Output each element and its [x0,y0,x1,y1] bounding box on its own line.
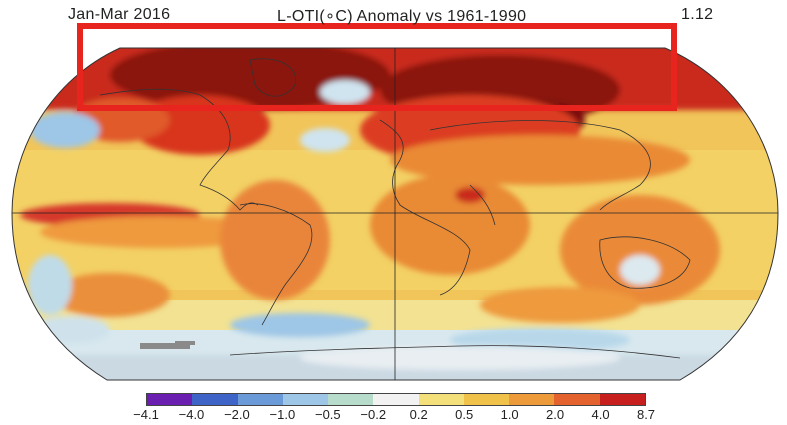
legend-tick-label: −2.0 [224,407,250,422]
legend-labels: −4.1 −4.0 −2.0 −1.0 −0.5 −0.2 0.2 0.5 1.0 2.0 4.0 8… [120,407,670,423]
legend-tick-label: 1.0 [500,407,519,422]
legend-tick-label: −4.1 [133,407,159,422]
legend-tick-label: 2.0 [546,407,565,422]
legend-swatch [328,394,374,405]
global-mean-value: 1.12 [681,6,714,23]
legend-swatch [373,394,419,405]
highlight-box [77,23,677,111]
legend-tick-label: −1.0 [269,407,296,422]
legend-swatch [192,394,238,405]
globe [12,48,778,380]
legend-tick-label: 4.0 [591,407,610,422]
legend-tick-label: 0.2 [409,407,428,422]
legend-tick-label: 0.5 [455,407,474,422]
color-legend [146,393,646,406]
legend-swatch [147,394,193,405]
legend-swatch [237,394,283,405]
legend-swatch [463,394,510,405]
legend-swatch [554,394,600,405]
map-title: L-OTI(∘C) Anomaly vs 1961-1990 [277,8,527,25]
legend-tick-label: −0.5 [314,407,341,422]
legend-tick-label: −0.2 [360,407,387,422]
legend-swatch [509,394,555,405]
legend-swatch [282,394,329,405]
period-label: Jan-Mar 2016 [68,6,171,23]
legend-swatch [418,394,464,405]
legend-tick-label: −4.0 [178,407,205,422]
legend-swatch [599,394,645,405]
legend-tick-label: 8.7 [636,407,656,422]
coastlines [99,58,691,359]
